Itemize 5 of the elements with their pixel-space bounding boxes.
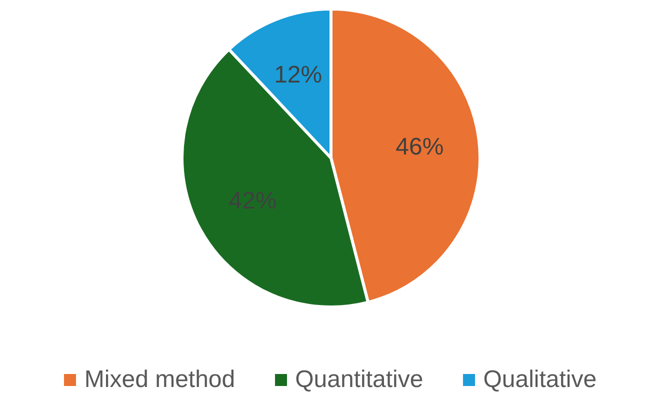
data-label: 46%: [396, 133, 444, 160]
data-label: 12%: [274, 61, 322, 88]
legend-label: Qualitative: [483, 366, 597, 394]
legend-label: Mixed method: [84, 366, 236, 394]
legend-label: Quantitative: [295, 366, 424, 394]
